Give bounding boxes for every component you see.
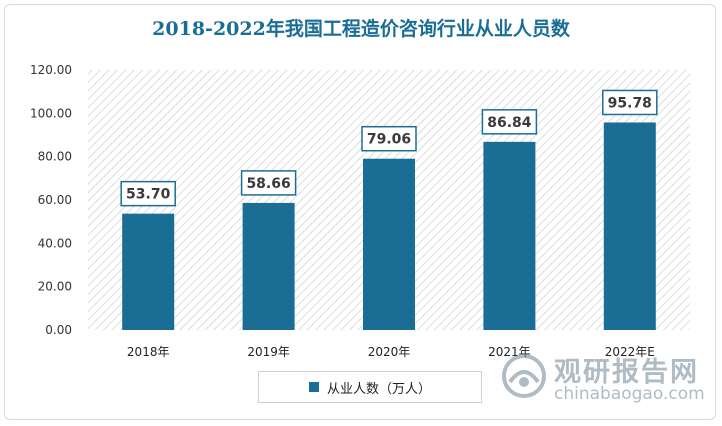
data-label-box: [240, 170, 297, 196]
data-label-box: [361, 125, 417, 152]
y-tick-label: 100.00: [30, 106, 72, 120]
data-label: 53.70: [126, 187, 171, 203]
x-tick-label: 2022年E: [605, 345, 655, 359]
observatory-logo-icon: [502, 354, 546, 398]
legend-label: 从业人数（万人）: [326, 381, 431, 397]
watermark: 观研报告网 chinabaogao.com: [500, 346, 710, 408]
y-tick-label: 20.00: [38, 280, 72, 294]
bar-2022年E: [603, 122, 656, 330]
bar-2020年: [363, 158, 415, 330]
y-tick-label: 80.00: [38, 150, 72, 164]
y-tick-label: 0.00: [45, 323, 72, 337]
chart-title: 2018-2022年我国工程造价咨询行业从业人员数: [152, 18, 570, 40]
data-label: 79.06: [367, 132, 411, 148]
data-label: 95.78: [608, 95, 652, 111]
x-tick-label: 2019年: [247, 345, 290, 359]
bar-2021年: [483, 141, 536, 330]
watermark-brand-cn: 观研报告网: [554, 357, 699, 388]
y-tick-label: 120.00: [30, 63, 72, 77]
data-label-box: [120, 180, 176, 207]
y-tick-label: 40.00: [38, 236, 72, 250]
bar-2018年: [122, 213, 175, 330]
x-tick-label: 2018年: [127, 345, 170, 359]
data-label-box: [602, 89, 658, 116]
data-label: 58.66: [246, 176, 290, 192]
data-label-box: [481, 109, 538, 135]
watermark-brand-en: chinabaogao.com: [554, 384, 705, 404]
bar-2019年: [242, 202, 295, 330]
x-tick-label: 2020年: [368, 345, 411, 359]
y-tick-label: 60.00: [38, 193, 72, 207]
legend-swatch: [308, 382, 319, 392]
data-label: 86.84: [487, 115, 532, 131]
legend: 从业人数（万人）: [258, 371, 482, 403]
